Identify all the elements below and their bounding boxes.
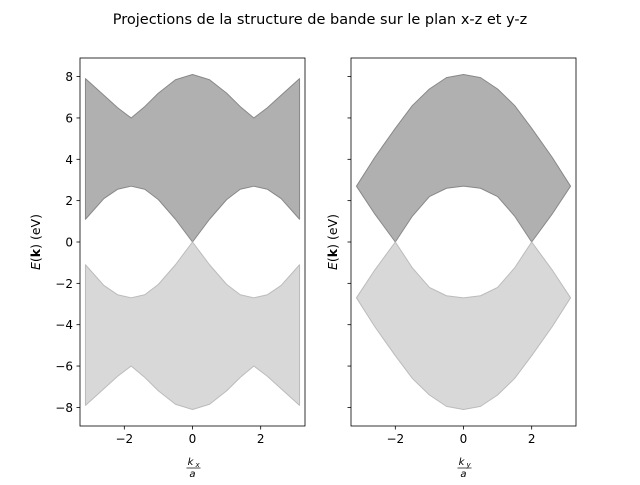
y-tick-label: −8 xyxy=(55,401,73,415)
x-tick-label: −2 xyxy=(115,432,133,446)
y-tick-label: 0 xyxy=(65,236,73,250)
x-axis-label-subscript: x xyxy=(195,461,201,469)
y-tick-label: 2 xyxy=(65,194,73,208)
band-area-conduction-band-y-z xyxy=(355,74,572,243)
x-axis-label: k xa xyxy=(186,457,201,480)
x-tick-label: 2 xyxy=(257,432,265,446)
y-tick-label: 8 xyxy=(65,70,73,84)
x-axis-label-denominator: a xyxy=(189,469,195,480)
x-axis-label-subscript: y xyxy=(466,461,472,469)
band-area-valence-band-y-z xyxy=(355,241,572,410)
y-axis-label-symbol: E xyxy=(325,262,340,270)
y-axis-label-vector: k xyxy=(28,248,43,257)
y-axis-label: E(k) (eV) xyxy=(28,214,43,270)
x-axis-label-numerator: k xyxy=(188,457,195,468)
x-tick-label: 0 xyxy=(189,432,197,446)
y-axis-label-symbol: E xyxy=(28,262,43,270)
x-tick-label: 2 xyxy=(528,432,536,446)
y-axis-label-unit: ) (eV) xyxy=(28,214,43,249)
figure-title: Projections de la structure de bande sur… xyxy=(113,12,528,28)
y-tick-label: 4 xyxy=(65,153,73,167)
y-axis-label-open: ( xyxy=(325,257,340,262)
y-axis-label-vector: k xyxy=(325,248,340,257)
band-area-valence-band-x-z xyxy=(84,241,301,410)
x-tick-label: −2 xyxy=(386,432,404,446)
y-axis-label-unit: ) (eV) xyxy=(325,214,340,249)
y-axis-label-open: ( xyxy=(28,257,43,262)
y-axis-label: E(k) (eV) xyxy=(325,214,340,270)
y-tick-label: −4 xyxy=(55,318,73,332)
band-area-conduction-band-x-z xyxy=(84,74,301,243)
chart-panel-y-z: −2 0 2E(k) (eV)k ya xyxy=(325,57,577,480)
x-axis-label-numerator: k xyxy=(459,457,466,468)
y-tick-label: 6 xyxy=(65,111,73,125)
y-tick-label: −2 xyxy=(55,277,73,291)
y-tick-label: −6 xyxy=(55,360,73,374)
x-axis-label: k ya xyxy=(457,457,472,480)
x-axis-label-denominator: a xyxy=(460,469,466,480)
x-tick-label: 0 xyxy=(460,432,468,446)
